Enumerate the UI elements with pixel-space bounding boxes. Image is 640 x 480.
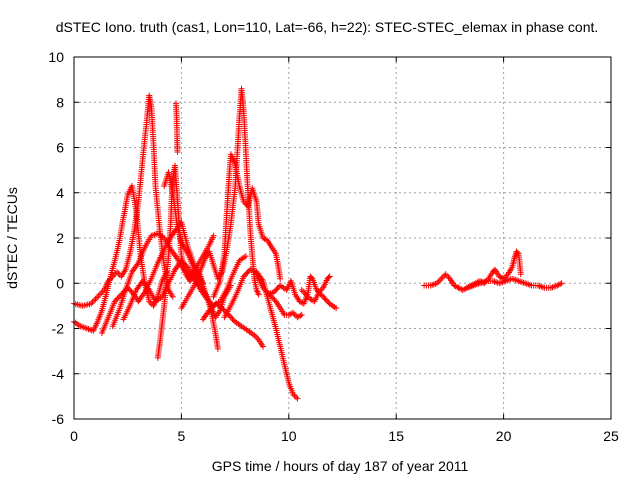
- y-tick-label: -4: [52, 366, 65, 382]
- data-point: [113, 297, 120, 303]
- data-point: [163, 268, 170, 275]
- data-point: [298, 311, 305, 318]
- data-point: [221, 307, 228, 314]
- data-point: [174, 149, 181, 155]
- y-tick-label: -6: [52, 411, 65, 427]
- data-point: [219, 305, 226, 312]
- y-tick-label: 0: [56, 275, 64, 291]
- axis-ticks: 0 5 10 15 20 25 -6 -4 -2 0 2 4 6 8 10: [48, 49, 619, 444]
- chart-title: dSTEC Iono. truth (cas1, Lon=110, Lat=-6…: [56, 19, 599, 35]
- data-point: [214, 345, 221, 352]
- x-tick-label: 10: [281, 428, 297, 444]
- data-point: [169, 293, 176, 300]
- data-point: [261, 286, 268, 293]
- data-point: [111, 298, 118, 305]
- data-point: [229, 316, 236, 322]
- data-point: [325, 274, 332, 281]
- x-tick-label: 25: [603, 428, 619, 444]
- data-point: [223, 309, 230, 316]
- data-point: [220, 306, 227, 313]
- series-markers: [71, 85, 565, 402]
- data-point: [297, 312, 304, 319]
- data-point: [208, 304, 215, 311]
- data-point: [294, 395, 301, 402]
- data-point: [277, 275, 284, 282]
- data-point: [558, 280, 565, 287]
- data-point: [273, 286, 280, 293]
- data-point: [326, 273, 333, 280]
- data-point: [557, 281, 564, 287]
- x-tick-label: 0: [70, 428, 78, 444]
- y-tick-label: -2: [52, 321, 65, 337]
- data-point: [210, 232, 217, 239]
- data-point: [260, 343, 266, 350]
- data-point: [517, 271, 524, 278]
- x-tick-label: 15: [388, 428, 404, 444]
- x-tick-label: 5: [178, 428, 186, 444]
- data-point: [114, 295, 121, 302]
- data-point: [210, 303, 217, 310]
- data-point: [255, 291, 262, 298]
- data-point: [242, 253, 249, 260]
- data-point: [324, 297, 330, 304]
- data-point: [260, 284, 266, 291]
- y-tick-label: 8: [56, 94, 64, 110]
- data-point: [270, 295, 277, 302]
- data-point: [115, 294, 122, 301]
- data-point: [206, 307, 213, 314]
- data-point: [274, 285, 281, 292]
- data-point: [333, 305, 340, 312]
- y-tick-label: 4: [56, 185, 64, 201]
- x-axis-label: GPS time / hours of day 187 of year 2011: [212, 458, 469, 474]
- data-point: [242, 272, 248, 279]
- y-tick-label: 6: [56, 140, 64, 156]
- data-point: [288, 310, 295, 317]
- y-tick-label: 2: [56, 230, 64, 246]
- data-point: [126, 286, 132, 293]
- data-point: [262, 287, 269, 294]
- y-tick-label: 10: [48, 49, 64, 65]
- x-tick-label: 20: [496, 428, 512, 444]
- data-point: [226, 313, 233, 320]
- data-series: [71, 85, 565, 402]
- data-point: [228, 314, 235, 321]
- data-point: [322, 296, 329, 303]
- data-point: [240, 273, 247, 280]
- data-point: [207, 306, 214, 312]
- y-axis-label: dSTEC / TECUs: [4, 187, 20, 289]
- data-point: [514, 249, 521, 256]
